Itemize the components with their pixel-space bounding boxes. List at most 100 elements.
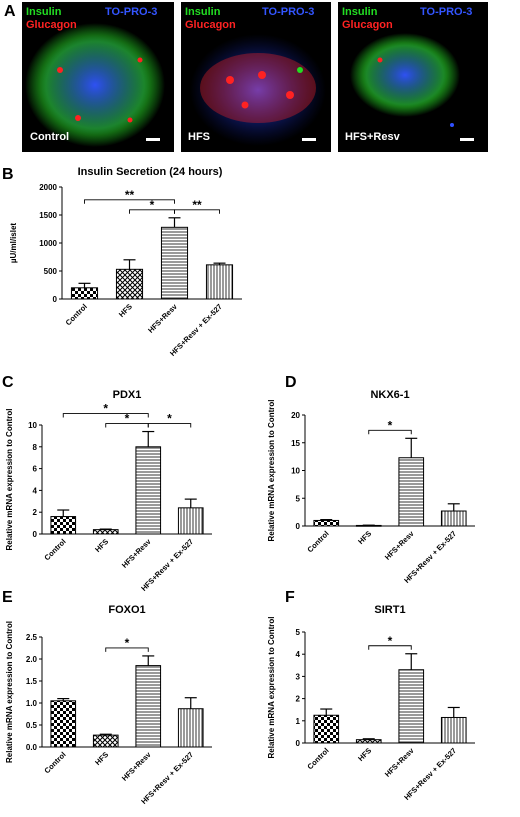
scale-bar <box>146 138 160 141</box>
significance-label: * <box>125 412 130 426</box>
glucagon-spot <box>75 115 81 121</box>
chart-c: C PDX1 0 2 4 6 8 10 Relative mRNA expression to … <box>2 374 212 593</box>
significance-label: * <box>388 418 393 432</box>
panel-a: A Insulin TO-PRO-3 Glucagon Control <box>4 2 488 152</box>
y-axis-label: Relative mRNA expression to Control <box>267 400 276 542</box>
image-caption-hfs-resv: HFS+Resv <box>345 131 401 143</box>
micrograph-hfs: Insulin TO-PRO-3 Glucagon HFS <box>181 2 331 152</box>
nuclei-signal <box>190 34 326 146</box>
significance-bracket <box>368 429 412 435</box>
bar-control <box>70 287 99 300</box>
chart-f: F SIRT1 0 1 2 3 4 5 Relative mRNA expression to … <box>267 589 475 802</box>
bar-hfs-resv <box>398 669 425 744</box>
y-tick-label: 6 <box>33 465 38 474</box>
y-tick-label: 2 <box>296 695 301 704</box>
bar-control <box>313 519 340 527</box>
x-tick-label: Control <box>64 302 89 327</box>
x-tick-label: HFS+Resv <box>120 536 153 569</box>
y-tick-label: 2 <box>33 508 38 517</box>
micrograph-control: Insulin TO-PRO-3 Glucagon Control <box>22 2 174 152</box>
y-tick-label: 1 <box>296 717 301 726</box>
significance-label: * <box>125 636 130 650</box>
x-tick-label: Control <box>42 750 67 775</box>
bar-control <box>50 700 77 748</box>
significance-bracket <box>147 423 192 428</box>
glucagon-spot <box>57 67 63 73</box>
nuclei-signal <box>363 43 447 107</box>
x-tick-label: HFS <box>93 537 110 554</box>
y-tick-label: 0.5 <box>26 721 38 730</box>
y-tick-label: 0 <box>296 739 301 748</box>
significance-label: * <box>388 634 393 648</box>
x-tick-label: HFS+Resv <box>383 528 416 561</box>
x-tick-label: HFS+Resv <box>120 749 153 782</box>
x-tick-label: HFS <box>117 302 134 319</box>
insulin-spot <box>297 67 303 73</box>
glucagon-spot <box>258 71 266 79</box>
charts: B Insulin Secretion (24 hours)05001000150… <box>2 166 475 806</box>
chart-title: FOXO1 <box>108 604 145 616</box>
y-tick-label: 0.0 <box>26 743 38 752</box>
glucagon-spot <box>241 101 249 109</box>
significance-label: ** <box>192 198 202 212</box>
y-tick-label: 5 <box>296 628 301 637</box>
bar-hfs-resv-ex527 <box>440 510 467 527</box>
significance-label: * <box>103 402 108 416</box>
y-tick-label: 5 <box>296 494 301 503</box>
stain-label-glucagon: Glucagon <box>342 19 393 31</box>
x-tick-label: HFS+Resv <box>146 301 179 334</box>
significance-label: ** <box>125 188 135 202</box>
chart-e: E FOXO1 0.0 0.5 1.0 1.5 2.0 2.5 Relative mRNA ex… <box>2 589 212 806</box>
chart-title: SIRT1 <box>374 604 405 616</box>
stain-label-insulin: Insulin <box>185 6 221 18</box>
glucagon-spot <box>137 57 143 63</box>
y-tick-label: 1.5 <box>26 677 38 686</box>
glucagon-spot <box>226 76 234 84</box>
panel-label-e: E <box>2 589 13 606</box>
scale-bar <box>302 138 316 141</box>
y-axis-label: Relative mRNA expression to Control <box>5 621 14 763</box>
chart-b: B Insulin Secretion (24 hours) 0 500 1000 150… <box>2 166 242 358</box>
bar-hfs-resv <box>160 226 189 300</box>
panel-label-b: B <box>2 166 14 183</box>
y-tick-label: 3 <box>296 672 301 681</box>
significance-bracket <box>105 647 149 652</box>
image-caption-control: Control <box>30 131 69 143</box>
x-tick-label: HFS <box>93 750 110 767</box>
stain-label-insulin: Insulin <box>26 6 62 18</box>
x-tick-label: HFS <box>356 529 373 546</box>
panel-label-f: F <box>285 589 295 606</box>
y-tick-label: 2000 <box>39 183 57 192</box>
y-tick-label: 1.0 <box>26 699 38 708</box>
stain-label-glucagon: Glucagon <box>185 19 236 31</box>
bar-hfs-resv-ex527 <box>205 264 234 300</box>
y-tick-label: 0 <box>33 530 38 539</box>
y-tick-label: 500 <box>44 267 58 276</box>
scale-bar <box>460 138 474 141</box>
bar-control <box>313 714 340 744</box>
panel-label-a: A <box>4 3 16 20</box>
bar-hfs <box>115 268 144 300</box>
significance-label: * <box>167 412 172 426</box>
y-tick-label: 2.0 <box>26 655 38 664</box>
y-tick-label: 15 <box>291 439 300 448</box>
bar-control <box>50 516 77 535</box>
significance-bracket <box>84 199 175 204</box>
y-tick-label: 1500 <box>39 211 57 220</box>
nuclei-signal <box>40 35 150 135</box>
y-axis-label: µU/ml/islet <box>9 223 18 264</box>
x-tick-label: Control <box>305 746 330 771</box>
stain-label-to-pro-3: TO-PRO-3 <box>105 6 157 18</box>
glucagon-spot <box>286 91 294 99</box>
y-axis-label: Relative mRNA expression to Control <box>267 617 276 759</box>
significance-bracket <box>62 413 149 418</box>
y-tick-label: 1000 <box>39 239 57 248</box>
significance-bracket <box>368 645 412 650</box>
stain-label-insulin: Insulin <box>342 6 378 18</box>
stain-label-to-pro-3: TO-PRO-3 <box>262 6 314 18</box>
nucleus-spot <box>450 123 454 127</box>
image-caption-hfs: HFS <box>188 131 210 143</box>
chart-title: PDX1 <box>113 389 142 401</box>
y-axis-label: Relative mRNA expression to Control <box>5 409 14 551</box>
